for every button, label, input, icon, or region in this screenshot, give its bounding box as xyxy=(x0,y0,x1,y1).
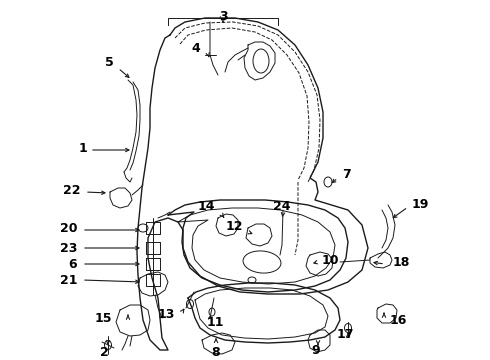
Text: 24: 24 xyxy=(273,201,291,213)
Text: 9: 9 xyxy=(312,343,320,356)
Text: 5: 5 xyxy=(105,57,114,69)
Text: 15: 15 xyxy=(95,311,112,324)
Text: 11: 11 xyxy=(207,316,224,329)
Text: 19: 19 xyxy=(412,198,429,211)
Text: 17: 17 xyxy=(336,328,354,342)
Text: 18: 18 xyxy=(393,256,411,269)
Text: 22: 22 xyxy=(63,184,80,197)
Text: 12: 12 xyxy=(225,220,243,233)
Text: 21: 21 xyxy=(59,274,77,287)
Text: 20: 20 xyxy=(59,221,77,234)
Text: 4: 4 xyxy=(191,41,200,54)
Text: 10: 10 xyxy=(322,253,340,266)
Text: 8: 8 xyxy=(212,346,220,359)
Text: 14: 14 xyxy=(197,201,215,213)
Text: 13: 13 xyxy=(158,309,175,321)
Text: 23: 23 xyxy=(60,242,77,255)
Text: 7: 7 xyxy=(342,168,351,181)
Text: 16: 16 xyxy=(390,314,407,327)
Text: 2: 2 xyxy=(99,346,108,359)
Text: 3: 3 xyxy=(219,10,227,23)
Text: 6: 6 xyxy=(69,257,77,270)
Text: 1: 1 xyxy=(78,141,87,154)
